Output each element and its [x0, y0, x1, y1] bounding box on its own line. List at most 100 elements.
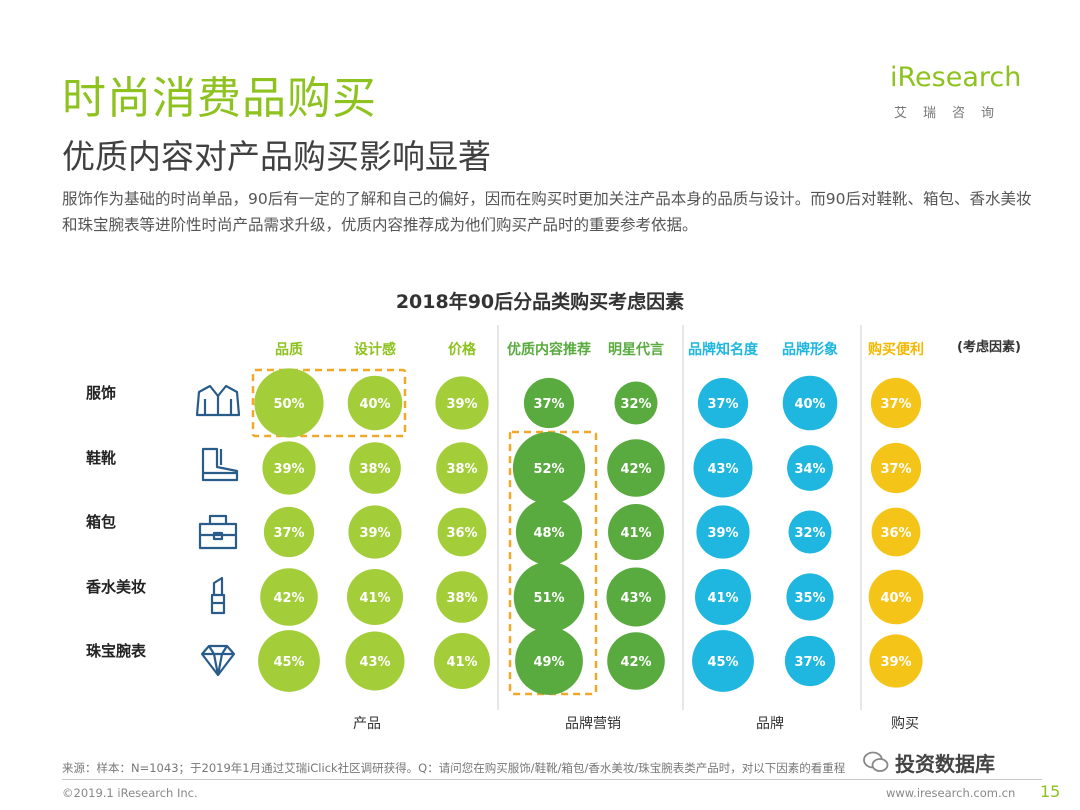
data-bubble: [347, 375, 403, 431]
lipstick-icon: [210, 576, 226, 615]
bubble-value-label: 43%: [359, 655, 390, 670]
group-label: 产品: [353, 716, 381, 732]
logo-wordmark: iResearch: [890, 62, 1022, 93]
column-label: 购买便利: [868, 341, 924, 358]
highlight-box-product: [251, 368, 407, 438]
row-label: 鞋靴: [86, 449, 116, 467]
bubble-value-label: 52%: [533, 462, 564, 477]
bubble-value-label: 39%: [446, 397, 477, 412]
bubble-value-label: 51%: [533, 591, 564, 606]
bubble-value-label: 42%: [273, 591, 304, 606]
bubble-value-label: 37%: [707, 397, 738, 412]
group-label: 购买: [891, 716, 919, 732]
data-bubble: [512, 431, 586, 505]
bubble-value-label: 42%: [620, 462, 651, 477]
bubble-value-label: 37%: [880, 397, 911, 412]
bubble-value-label: 40%: [880, 591, 911, 606]
bubble-value-label: 37%: [273, 526, 304, 541]
group-label: 品牌营销: [565, 715, 621, 732]
iresearch-logo: iResearch 艾瑞咨询: [888, 58, 1038, 126]
data-bubble: [434, 633, 490, 689]
bubble-value-label: 43%: [620, 591, 651, 606]
data-bubble: [515, 498, 583, 566]
bubble-value-label: 32%: [794, 526, 825, 541]
data-bubble: [606, 567, 666, 627]
footer-divider: [62, 779, 1042, 780]
data-bubble: [868, 569, 924, 625]
bubble-value-label: 40%: [794, 397, 825, 412]
jacket-icon: [195, 384, 241, 417]
data-bubble: [523, 377, 575, 429]
row-label: 箱包: [86, 513, 116, 531]
data-bubble: [871, 507, 921, 557]
data-bubble: [787, 445, 833, 491]
bubble-value-label: 36%: [446, 526, 477, 541]
data-bubble: [515, 627, 583, 695]
page-title: 时尚消费品购买: [62, 73, 377, 124]
data-bubble: [697, 377, 749, 429]
data-bubble: [262, 441, 316, 495]
data-bubble: [349, 442, 401, 494]
source-note: 来源：样本：N=1043；于2019年1月通过艾瑞iClick社区调研获得。Q：…: [62, 761, 846, 775]
intro-paragraph: 服饰作为基础的时尚单品，90后有一定的了解和自己的偏好，因而在购买时更加关注产品…: [62, 190, 1032, 234]
page-subtitle: 优质内容对产品购买影响显著: [62, 137, 491, 176]
data-bubble: [607, 632, 665, 690]
watermark-text: 投资数据库: [895, 752, 995, 776]
data-bubble: [260, 568, 318, 626]
bubble-value-label: 38%: [446, 462, 477, 477]
data-bubble: [788, 510, 832, 554]
bubble-value-label: 41%: [359, 591, 390, 606]
bubble-value-label: 41%: [707, 591, 738, 606]
data-bubble: [869, 634, 923, 688]
column-label: 品牌知名度: [688, 341, 759, 358]
bubble-value-label: 39%: [359, 526, 390, 541]
column-label: 品牌形象: [782, 341, 838, 358]
data-bubble: [692, 630, 754, 692]
data-bubble: [786, 573, 834, 621]
diamond-icon: [200, 644, 236, 677]
data-bubble: [347, 569, 403, 625]
bubble-value-label: 32%: [620, 397, 651, 412]
bubble-value-label: 50%: [273, 397, 304, 412]
data-bubble: [263, 506, 315, 558]
data-bubble: [258, 630, 320, 692]
data-bubble: [607, 439, 665, 497]
bubble-value-label: 36%: [880, 526, 911, 541]
bubble-value-label: 49%: [533, 655, 564, 670]
data-bubble: [513, 561, 585, 633]
bubble-value-label: 35%: [794, 591, 825, 606]
page-number: 15: [1040, 782, 1061, 801]
data-bubble: [437, 507, 487, 557]
bubble-value-label: 37%: [794, 655, 825, 670]
bubble-value-label: 39%: [273, 462, 304, 477]
copyright: ©2019.1 iResearch Inc.: [62, 786, 198, 800]
data-bubble: [782, 375, 838, 431]
boot-icon: [201, 447, 239, 482]
chart-title: 2018年90后分品类购买考虑因素: [395, 291, 685, 313]
logo-subtitle: 艾瑞咨询: [894, 106, 1011, 121]
bubble-value-label: 39%: [707, 526, 738, 541]
data-bubble: [435, 376, 489, 430]
data-bubble: [254, 368, 324, 438]
column-label: 明星代言: [608, 341, 664, 358]
row-label: 香水美妆: [86, 578, 146, 596]
bubble-value-label: 34%: [794, 462, 825, 477]
bubble-value-label: 37%: [533, 397, 564, 412]
data-bubble: [870, 377, 922, 429]
bubble-value-label: 38%: [446, 591, 477, 606]
bubble-value-label: 42%: [620, 655, 651, 670]
bubble-value-label: 45%: [273, 655, 304, 670]
data-bubble: [348, 505, 402, 559]
column-label: 优质内容推荐: [507, 341, 591, 358]
column-label: 品质: [275, 341, 303, 358]
bag-icon: [198, 514, 238, 550]
data-bubble: [784, 635, 836, 687]
column-header-suffix: (考虑因素): [957, 339, 1021, 355]
data-bubble: [614, 381, 658, 425]
bubble-value-label: 38%: [359, 462, 390, 477]
wechat-icon: [863, 751, 889, 772]
row-label: 服饰: [86, 384, 116, 402]
data-bubble: [870, 442, 922, 494]
row-label: 珠宝腕表: [86, 642, 147, 660]
data-bubble: [436, 571, 488, 623]
